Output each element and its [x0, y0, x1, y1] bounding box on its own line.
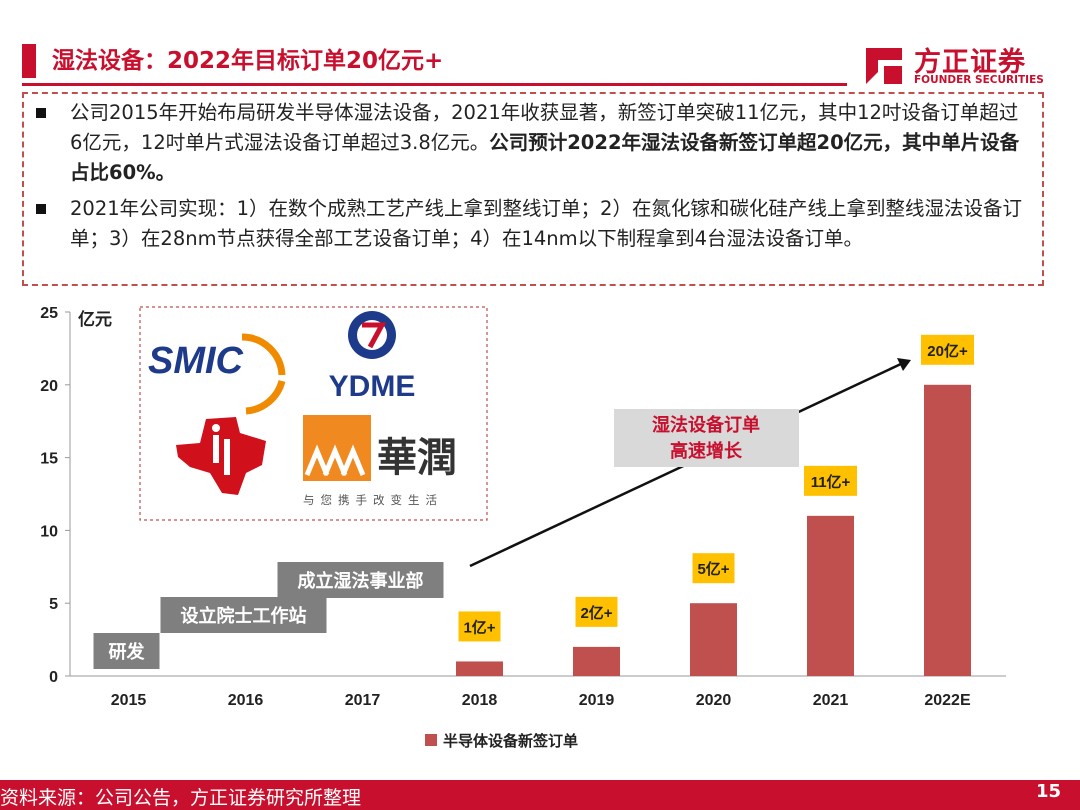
y-tick-label: 20 — [40, 378, 58, 395]
bar — [456, 661, 503, 676]
y-axis-unit-label: 亿元 — [78, 309, 112, 329]
annotation-line-1: 湿法设备订单 — [652, 414, 760, 435]
data-label: 2亿+ — [580, 604, 612, 622]
annotation-line-2: 高速增长 — [670, 440, 743, 461]
data-label-box — [804, 465, 857, 496]
data-label-box — [458, 611, 501, 642]
bullet-1: 公司2015年开始布局研发半导体湿法设备，2021年收获显著，新签订单突破11亿… — [36, 98, 1026, 188]
bar — [807, 515, 854, 676]
milestone-box — [160, 597, 327, 633]
milestones-group: 研发 设立院士工作站 成立湿法事业部 — [93, 562, 444, 669]
source-note: 资料来源：公司公告，方正证券研究所整理 — [0, 787, 362, 809]
y-tick-label: 15 — [40, 451, 58, 468]
title-underline — [22, 83, 847, 86]
huarun-slogan: 与您携手改变生活 — [303, 493, 443, 507]
milestone-box — [93, 633, 160, 669]
summary-box: 公司2015年开始布局研发半导体湿法设备，2021年收获显著，新签订单突破11亿… — [22, 92, 1044, 286]
title-accent-bar — [22, 44, 36, 78]
bars-group: 1亿+ 2亿+ 5亿+ 11亿+ 20亿+ — [456, 334, 974, 676]
x-tick-label: 2016 — [228, 692, 264, 709]
huarun-logo: 華潤 与您携手改变生活 — [303, 415, 457, 507]
bullet-square-icon — [36, 108, 46, 118]
smic-arc-lower-icon — [245, 379, 286, 415]
smic-logo: SMIC — [148, 333, 286, 415]
texas-shape-icon — [176, 417, 266, 495]
page-title: 湿法设备：2022年目标订单20亿元+ — [52, 48, 444, 74]
footer-bar: 资料来源：公司公告，方正证券研究所整理 15 — [0, 780, 1080, 810]
chart-axes: 0 5 10 15 20 25 2015 2016 2017 2018 2019 2020 2021 20… — [40, 305, 1006, 709]
y-tick-label: 10 — [40, 523, 58, 540]
x-tick-label: 2022E — [924, 692, 971, 709]
bar — [573, 646, 620, 676]
growth-annotation: 湿法设备订单 高速增长 — [469, 358, 911, 568]
x-tick-label: 2019 — [579, 692, 615, 709]
data-label-box — [575, 596, 618, 627]
ti-logo — [176, 417, 266, 495]
y-tick-label: 25 — [40, 305, 58, 322]
bullet-square-icon — [36, 204, 46, 214]
data-label: 11亿+ — [811, 473, 851, 491]
x-tick-label: 2018 — [462, 692, 498, 709]
milestone-label: 成立湿法事业部 — [298, 570, 424, 591]
customer-logos-panel: SMIC YDME 華潤 与您携手改变生活 — [139, 306, 488, 521]
legend-label: 半导体设备新签订单 — [443, 732, 578, 750]
chart-legend: 半导体设备新签订单 — [425, 732, 578, 750]
founder-logo-icon — [866, 48, 902, 84]
milestone-label: 研发 — [109, 641, 146, 662]
bullet-2-text: 2021年公司实现：1）在数个成熟工艺产线上拿到整线订单；2）在氮化镓和碳化硅产… — [70, 197, 1022, 250]
smic-arc-icon — [241, 333, 286, 376]
arrow-head-icon — [897, 358, 911, 371]
milestone-box — [277, 562, 444, 598]
legend-swatch — [425, 734, 437, 746]
x-tick-label: 2017 — [345, 692, 381, 709]
ydme-logo: YDME — [329, 311, 416, 403]
logo-english-name: FOUNDER SECURITIES — [914, 74, 1044, 86]
logo-chinese-name: 方正证券 — [914, 47, 1026, 78]
ydme-logo-text: YDME — [329, 370, 416, 403]
smic-logo-text: SMIC — [148, 340, 244, 382]
y-tick-label: 0 — [49, 669, 58, 686]
data-label: 5亿+ — [697, 560, 729, 578]
huarun-logo-text: 華潤 — [377, 434, 457, 481]
milestone-label: 设立院士工作站 — [181, 605, 307, 626]
data-label-box — [921, 334, 974, 365]
bar — [690, 603, 737, 676]
data-label: 20亿+ — [927, 342, 968, 360]
data-label-box — [692, 553, 735, 584]
bullet-2: 2021年公司实现：1）在数个成熟工艺产线上拿到整线订单；2）在氮化镓和碳化硅产… — [36, 194, 1026, 254]
data-label: 1亿+ — [463, 618, 495, 636]
x-tick-label: 2021 — [813, 692, 849, 709]
bullet-1-text: 公司2015年开始布局研发半导体湿法设备，2021年收获显著，新签订单突破11亿… — [70, 101, 1019, 154]
x-tick-label: 2020 — [696, 692, 732, 709]
annotation-box — [614, 409, 799, 467]
x-tick-label: 2015 — [111, 692, 147, 709]
logos-panel-border — [139, 306, 488, 521]
orders-bar-chart: SMIC YDME 華潤 与您携手改变生活 0 5 10 15 20 25 2015 2016… — [40, 305, 1006, 750]
bar — [924, 384, 971, 676]
y-tick-label: 5 — [49, 596, 58, 613]
bullet-1-bold-text: 公司预计2022年湿法设备新签订单超20亿元，其中单片设备占比60%。 — [70, 131, 1020, 184]
company-logo: 方正证券 FOUNDER SECURITIES — [862, 40, 1062, 92]
page-number: 15 — [1036, 781, 1062, 802]
